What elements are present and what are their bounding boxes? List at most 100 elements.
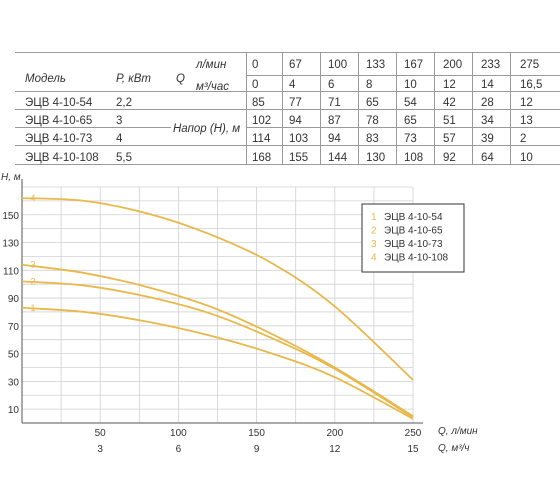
head-cell: 130 <box>366 152 386 164</box>
table-header-rule <box>15 91 560 92</box>
model-cell: ЭЦВ 4-10-73 <box>25 133 93 145</box>
x-tick-label-bottom: 3 <box>97 444 103 455</box>
flow-lmin-cell: 0 <box>252 59 259 71</box>
head-cell: 57 <box>443 133 456 145</box>
table-row-rule <box>246 127 560 128</box>
head-cell: 39 <box>481 133 494 145</box>
head-cell: 92 <box>443 152 456 164</box>
y-tick-label: 130 <box>2 239 19 250</box>
header-flow-m3h: м³/час <box>196 81 230 93</box>
head-cell: 168 <box>252 152 272 164</box>
head-cell: 65 <box>404 115 417 127</box>
head-cell: 87 <box>328 115 341 127</box>
head-cell: 34 <box>481 115 494 127</box>
legend-number: 3 <box>371 239 377 250</box>
chart-series: 1 2 3 4 <box>21 193 414 420</box>
head-cell: 12 <box>520 97 533 109</box>
chart-legend: 1 ЭЦВ 4-10-54 2 ЭЦВ 4-10-65 3 ЭЦВ 4-10-73 4 ЭЦВ… <box>361 203 465 273</box>
flow-m3h-cell: 6 <box>328 79 335 91</box>
head-cell: 71 <box>328 97 341 109</box>
head-cell: 102 <box>252 115 272 127</box>
x-tick-label-top: 150 <box>248 428 265 439</box>
flow-lmin-cell: 275 <box>520 59 540 71</box>
table-top-rule <box>15 52 560 53</box>
series-label: 2 <box>30 276 35 286</box>
x-tick-label-top: 50 <box>95 428 107 439</box>
table-column-rule <box>396 52 397 164</box>
table-row-rule <box>15 145 560 146</box>
head-cell: 85 <box>252 97 265 109</box>
series-label: 3 <box>30 260 35 270</box>
flow-lmin-cell: 133 <box>366 59 386 71</box>
series-label: 4 <box>30 193 35 203</box>
flow-lmin-cell: 233 <box>481 59 501 71</box>
head-cell: 54 <box>404 97 417 109</box>
x-tick-label-top: 100 <box>170 428 187 439</box>
legend-box <box>361 203 465 273</box>
header-power: Р, кВт <box>116 73 151 85</box>
legend-entry: ЭЦВ 4-10-54 <box>384 212 443 223</box>
model-cell: ЭЦВ 4-10-65 <box>25 115 93 127</box>
specs-table: Модель Р, кВт Q л/мин м³/час Напор (Н), … <box>0 0 560 175</box>
legend-number: 2 <box>371 226 377 237</box>
head-cell: 51 <box>443 115 456 127</box>
y-tick-label: 10 <box>8 405 20 416</box>
legend-entry: ЭЦВ 4-10-108 <box>384 253 449 264</box>
series-line-4 <box>21 197 414 381</box>
x-tick-label-top: 200 <box>326 428 343 439</box>
table-column-rule <box>282 52 283 164</box>
table-column-rule <box>320 52 321 164</box>
y-tick-label: 150 <box>2 211 19 222</box>
x-tick-label-bottom: 15 <box>407 444 419 455</box>
head-cell: 2 <box>520 133 527 145</box>
head-cell: 64 <box>481 152 494 164</box>
legend-entry: ЭЦВ 4-10-65 <box>384 226 443 237</box>
head-cell: 42 <box>443 97 456 109</box>
y-tick-label: 50 <box>8 350 20 361</box>
header-flow-lmin: л/мин <box>196 59 227 71</box>
power-cell: 4 <box>116 133 123 145</box>
flow-m3h-cell: 4 <box>289 79 296 91</box>
series-label: 1 <box>30 303 35 313</box>
x-tick-label-top: 250 <box>405 428 422 439</box>
head-cell: 65 <box>366 97 379 109</box>
head-cell: 13 <box>520 115 533 127</box>
flow-lmin-cell: 167 <box>404 59 424 71</box>
flow-m3h-cell: 8 <box>366 79 373 91</box>
table-column-rule <box>510 52 511 164</box>
flow-m3h-cell: 12 <box>443 79 456 91</box>
legend-entry: ЭЦВ 4-10-73 <box>384 239 443 250</box>
head-cell: 94 <box>289 115 302 127</box>
series-line-2 <box>21 280 414 419</box>
flow-m3h-cell: 0 <box>252 79 259 91</box>
y-tick-label: 70 <box>8 322 20 333</box>
header-model: Модель <box>25 73 66 85</box>
head-cell: 144 <box>328 152 348 164</box>
flow-m3h-cell: 14 <box>481 79 494 91</box>
head-cell: 114 <box>252 133 271 145</box>
head-cell: 155 <box>289 152 309 164</box>
head-cell: 83 <box>366 133 379 145</box>
chart-grid <box>22 186 414 423</box>
header-q: Q <box>176 73 185 85</box>
table-column-rule <box>434 52 435 164</box>
y-axis-label: H, м <box>1 172 21 183</box>
power-cell: 5,5 <box>116 152 132 164</box>
flow-lmin-cell: 100 <box>328 59 348 71</box>
model-cell: ЭЦВ 4-10-108 <box>25 152 99 164</box>
flow-lmin-cell: 67 <box>289 59 302 71</box>
legend-number: 4 <box>371 253 377 264</box>
table-row-rule <box>15 127 171 128</box>
x-axis-label-bottom: Q, м³/ч <box>438 443 469 454</box>
head-cell: 28 <box>481 97 494 109</box>
y-tick-label: 90 <box>8 294 20 305</box>
model-cell: ЭЦВ 4-10-54 <box>25 97 93 109</box>
table-column-rule <box>246 52 247 164</box>
table-column-rule <box>358 52 359 164</box>
head-cell: 108 <box>404 152 424 164</box>
head-cell: 73 <box>404 133 417 145</box>
table-mid-rule <box>246 75 560 76</box>
series-line-3 <box>21 263 414 417</box>
